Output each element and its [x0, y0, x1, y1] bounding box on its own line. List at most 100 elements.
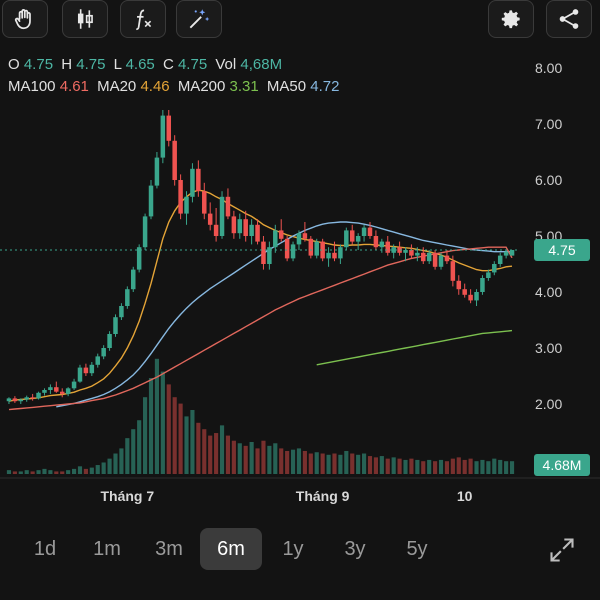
timeframe-1m[interactable]: 1m	[93, 537, 121, 560]
candle-body	[225, 196, 231, 217]
ma200-label: MA200	[177, 78, 226, 95]
volume-bar	[456, 457, 461, 474]
candle-body	[391, 247, 396, 253]
magic-tool-button[interactable]	[176, 0, 222, 38]
candle-body	[54, 387, 59, 392]
candle-body	[136, 247, 142, 270]
y-tick-label: 8.00	[535, 60, 562, 76]
candle-body	[261, 241, 266, 264]
volume-bar	[166, 384, 171, 474]
candle-body	[314, 241, 319, 256]
candle-body	[219, 196, 225, 236]
timeframe-5y[interactable]: 5y	[406, 537, 428, 560]
candle-body	[119, 306, 124, 318]
volume-bar	[66, 470, 71, 474]
ma20-line	[8, 189, 513, 402]
candle-body	[243, 219, 248, 236]
candlestick-icon	[77, 9, 93, 29]
ma-readout: MA100 4.61 MA20 4.46 MA200 3.31 MA50 4.7…	[8, 78, 343, 95]
high-label: H	[61, 56, 73, 73]
candle-body	[273, 230, 278, 248]
close-label: C	[162, 56, 174, 73]
candle-body	[468, 294, 473, 301]
candle-body	[160, 115, 166, 158]
candle-body	[450, 261, 456, 281]
last-price-label: 4.75	[534, 239, 590, 261]
candle-body	[497, 255, 503, 264]
candle-body	[107, 334, 112, 348]
x-tick-label: Tháng 7	[100, 488, 154, 504]
timeframe-1y[interactable]: 1y	[282, 537, 304, 560]
volume-bar	[397, 458, 402, 474]
volume-bar	[202, 429, 207, 474]
hand-tool-button[interactable]	[2, 0, 48, 38]
candle-body	[48, 387, 53, 390]
y-tick-label: 2.00	[535, 396, 562, 412]
candle-body	[379, 241, 385, 248]
candle-body	[421, 252, 426, 262]
candle-body	[267, 247, 272, 264]
volume-bar	[125, 438, 130, 474]
share-icon	[559, 9, 579, 29]
high-value: 4.75	[76, 56, 106, 73]
candle-body	[492, 264, 497, 273]
candle-body	[373, 236, 379, 248]
settings-button[interactable]	[488, 0, 534, 38]
timeframe-3y[interactable]: 3y	[344, 537, 366, 560]
candle-body	[12, 398, 18, 402]
candle-body	[332, 252, 337, 259]
indicators-button[interactable]	[120, 0, 166, 38]
volume-bar	[338, 454, 343, 474]
timeframe-1d[interactable]: 1d	[33, 537, 57, 560]
low-label: L	[113, 56, 122, 73]
candle-body	[462, 289, 467, 295]
candle-body	[296, 233, 302, 245]
candle-body	[432, 252, 438, 267]
share-button[interactable]	[546, 0, 592, 38]
volume-bar	[30, 471, 35, 474]
ma50-value: 4.72	[310, 78, 340, 95]
candle-body	[426, 252, 432, 262]
open-value: 4.75	[23, 56, 54, 73]
volume-bar	[95, 465, 100, 474]
candle-body	[77, 367, 83, 382]
volume-bar	[131, 429, 136, 474]
volume-bar	[255, 448, 260, 474]
volume-bar	[320, 453, 325, 474]
volume-bar	[415, 459, 420, 474]
expand-icon[interactable]	[548, 536, 576, 564]
ma200-line	[316, 329, 513, 366]
timeframe-bar: 1d 1m 3m 6m 1y 3y 5y	[0, 518, 600, 600]
volume-bar	[498, 459, 503, 474]
volume-bar	[391, 457, 396, 474]
volume-bar	[332, 453, 337, 474]
candle-body	[89, 364, 95, 374]
volume-bar	[468, 458, 473, 474]
candle-body	[320, 241, 325, 259]
candle-body	[278, 230, 284, 239]
chart-type-button[interactable]	[62, 0, 108, 38]
candle-body	[290, 244, 296, 259]
timeframe-6m[interactable]: 6m	[200, 528, 262, 570]
volume-bar	[36, 470, 41, 474]
candle-body	[367, 227, 373, 236]
candle-body	[456, 280, 462, 290]
y-tick-label: 3.00	[535, 340, 562, 356]
timeframe-3m[interactable]: 3m	[155, 537, 183, 560]
open-label: O	[8, 56, 20, 73]
candle-body	[202, 191, 207, 214]
candle-body	[24, 397, 29, 400]
candle-body	[480, 278, 485, 292]
ma100-value: 4.61	[59, 78, 89, 95]
candle-body	[83, 367, 89, 374]
volume-bar	[362, 453, 367, 474]
volume-bar	[148, 378, 154, 474]
x-tick-label: 10	[457, 488, 473, 504]
volume-bar	[178, 403, 183, 474]
candle-body	[113, 317, 118, 334]
volume-bar	[243, 445, 248, 474]
volume-label: Vol	[215, 56, 237, 73]
volume-bar	[208, 435, 213, 474]
candle-body	[71, 381, 77, 389]
